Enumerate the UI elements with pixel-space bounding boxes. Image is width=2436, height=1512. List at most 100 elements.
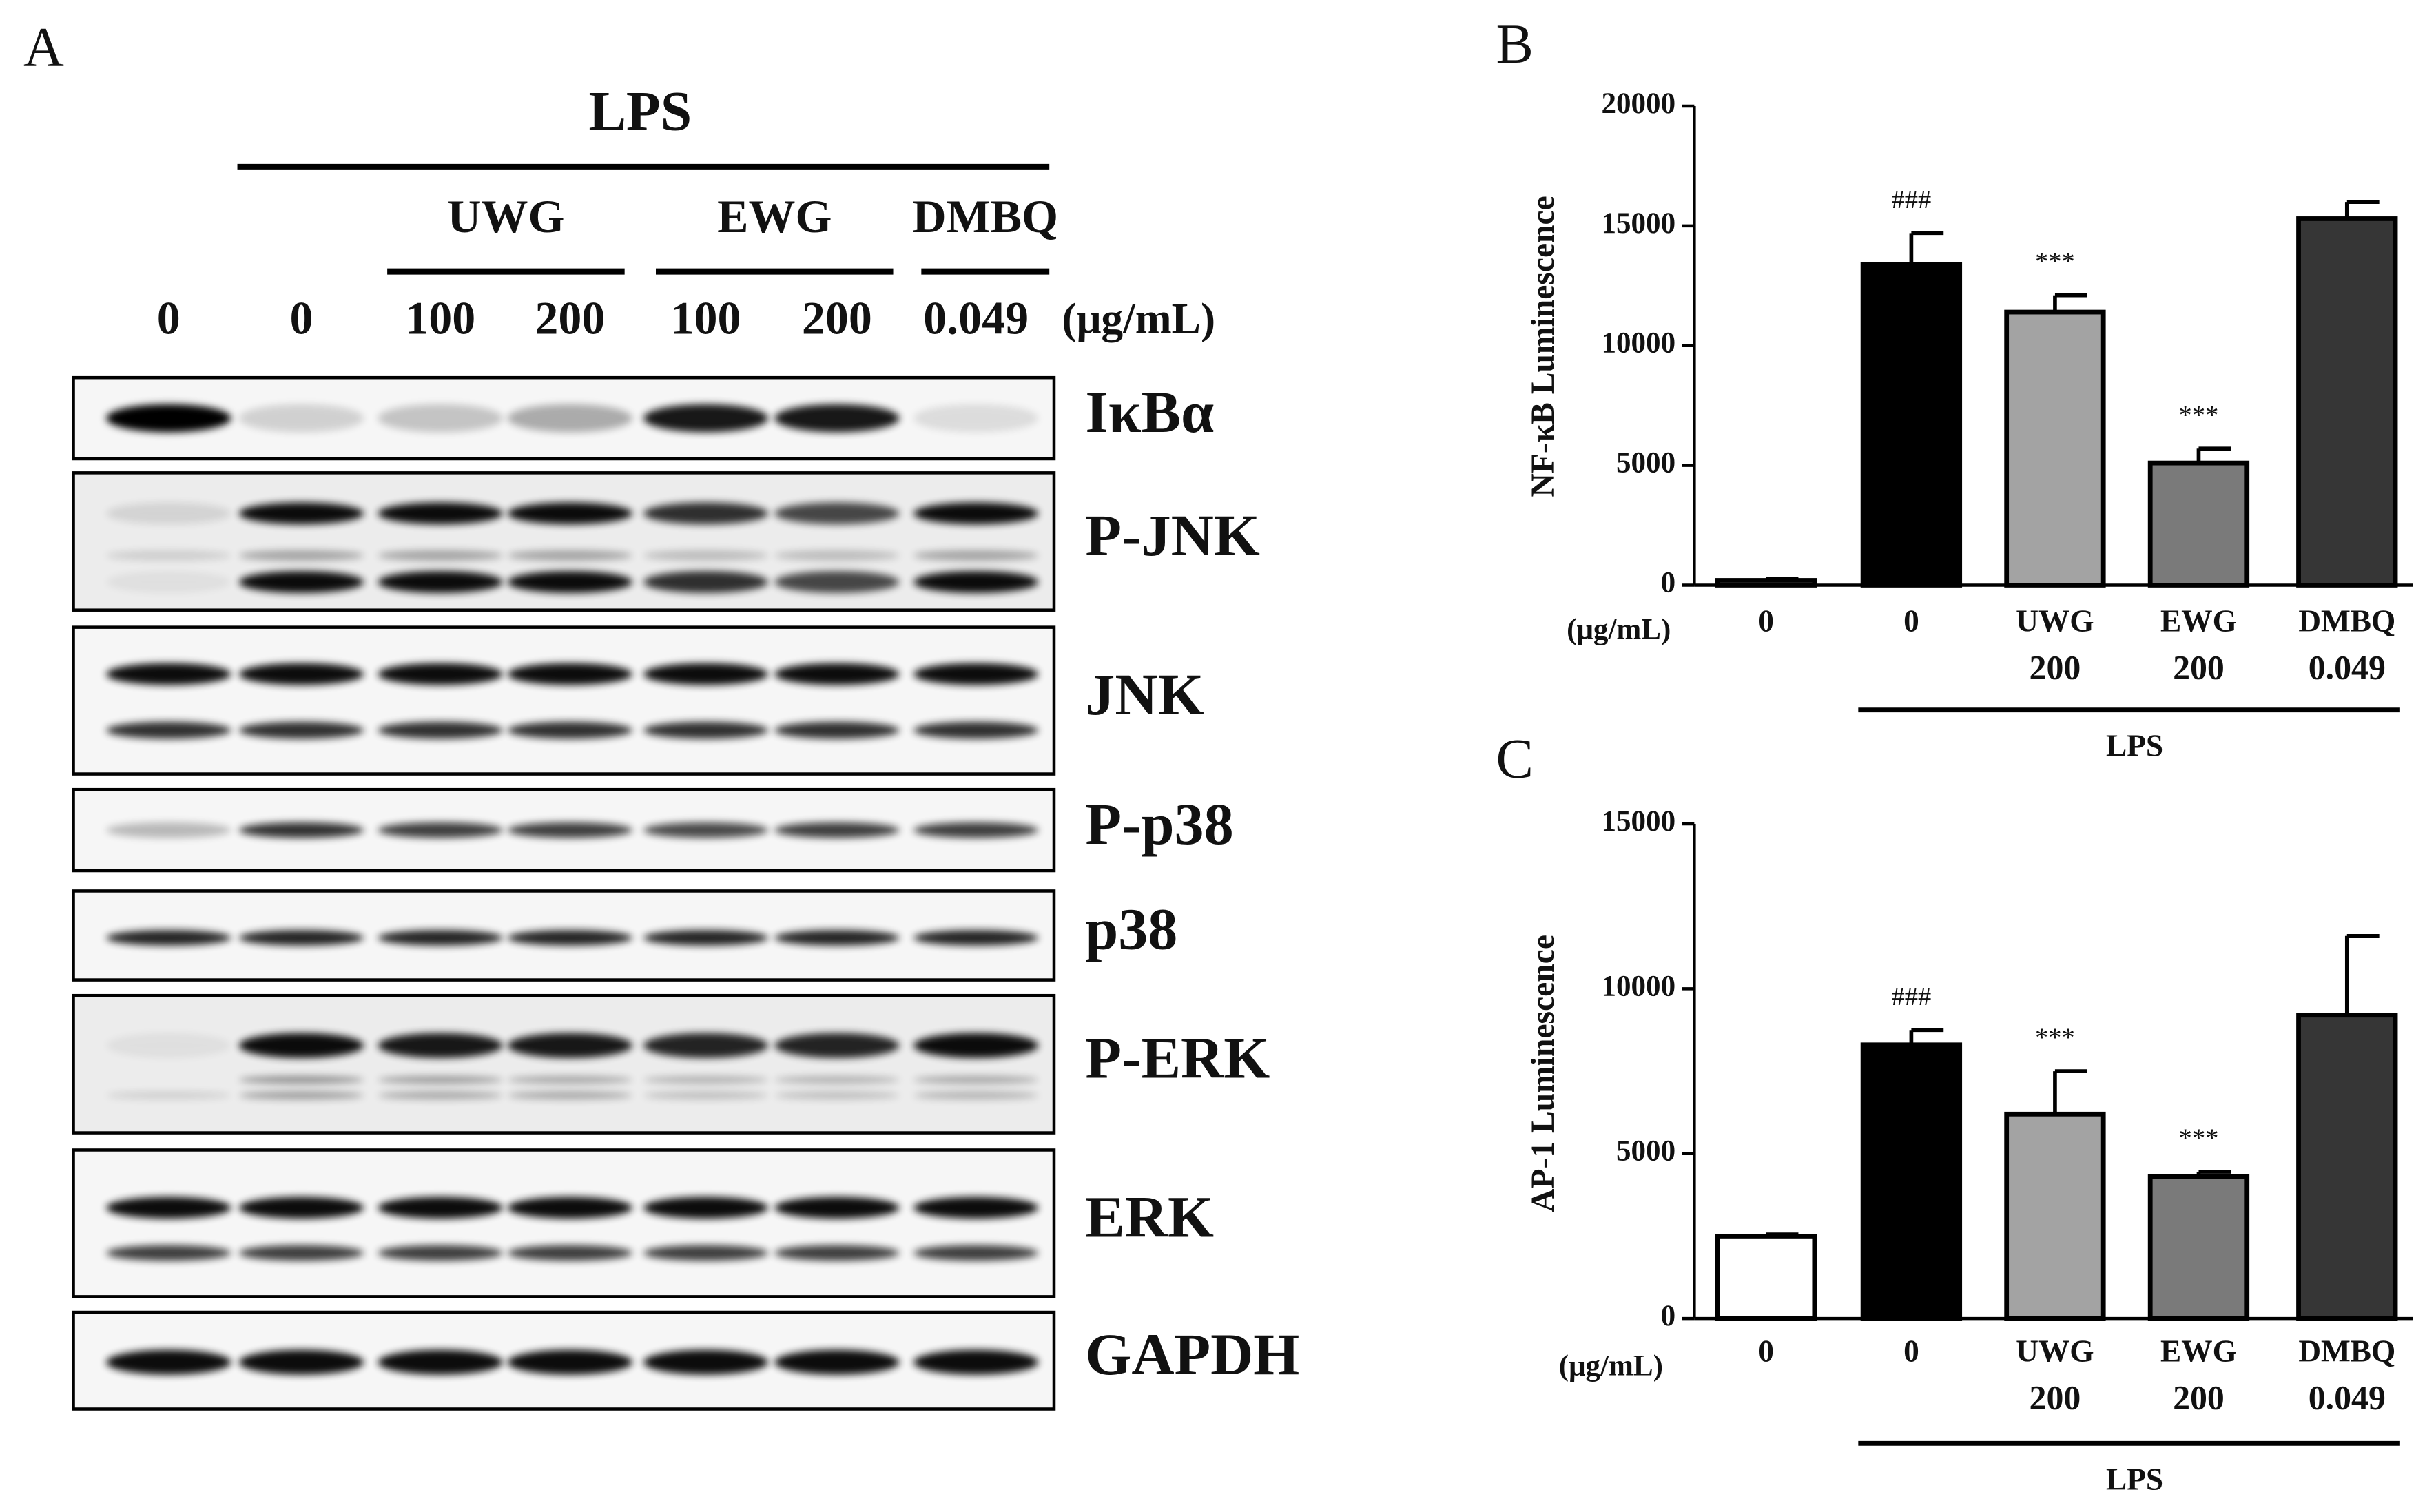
- blot-band: [106, 1245, 231, 1261]
- blot-band: [106, 1349, 231, 1375]
- blot-band: [507, 1091, 632, 1099]
- blot-band: [643, 1033, 769, 1058]
- blot-band: [507, 1197, 632, 1219]
- y-tick-label: 10000: [1601, 970, 1675, 1002]
- blot-band: [774, 1197, 900, 1219]
- blot-band: [774, 663, 900, 685]
- significance-label: ###: [1892, 982, 1932, 1011]
- x-tick-label: 0: [1758, 1334, 1774, 1369]
- blot-band: [914, 930, 1039, 946]
- y-tick-label: 0: [1661, 566, 1676, 599]
- bar: [2147, 1174, 2250, 1321]
- y-tick-label: 15000: [1601, 805, 1675, 838]
- blot-band: [914, 1033, 1039, 1058]
- protein-label: P-ERK: [1085, 1025, 1270, 1091]
- blot-band: [238, 930, 364, 946]
- blot-band: [238, 721, 364, 739]
- blot-band: [238, 1091, 364, 1099]
- blot-band: [914, 721, 1039, 739]
- dose-label: 0.049: [2309, 1379, 2386, 1417]
- blot-band: [507, 1033, 632, 1058]
- blot-band: [914, 550, 1039, 561]
- dose-label: 200: [2173, 1379, 2225, 1417]
- significance-label: ###: [1892, 185, 1932, 214]
- x-tick-label: EWG: [2160, 603, 2237, 638]
- blot-band: [914, 663, 1039, 685]
- x-tick-label: UWG: [2016, 1334, 2094, 1369]
- blot-band: [914, 822, 1039, 838]
- blot-band: [914, 571, 1039, 593]
- bar: [2004, 1111, 2106, 1321]
- blot-band: [774, 930, 900, 946]
- blot-background: [72, 625, 1056, 776]
- bar: [1715, 578, 1817, 588]
- blot-band: [507, 502, 632, 525]
- y-tick-label: 15000: [1601, 207, 1675, 240]
- blot-band: [507, 550, 632, 561]
- panel-label: A: [23, 16, 64, 79]
- blot-band: [238, 571, 364, 593]
- blot-band: [774, 1349, 900, 1375]
- blot-band: [238, 404, 364, 433]
- protein-label: ERK: [1085, 1184, 1214, 1250]
- significance-label: ***: [2035, 1024, 2075, 1053]
- dose-label: 200: [2030, 1379, 2081, 1417]
- blot-band: [643, 404, 769, 433]
- group-label: LPS: [2106, 729, 2163, 763]
- blot-band: [238, 1075, 364, 1084]
- blot-band: [378, 1349, 503, 1375]
- blot-band: [106, 663, 231, 685]
- blot-band: [378, 1091, 503, 1099]
- dose-label: 0: [157, 292, 180, 344]
- blot-band: [914, 1091, 1039, 1099]
- blot-background: [72, 993, 1056, 1135]
- blot-band: [643, 1245, 769, 1261]
- x-tick-label: EWG: [2160, 1334, 2237, 1369]
- blot-band: [238, 1033, 364, 1058]
- protein-label: P-JNK: [1085, 502, 1260, 568]
- blot-band: [914, 1349, 1039, 1375]
- significance-label: ***: [2179, 401, 2219, 430]
- blot-band: [238, 502, 364, 525]
- group-label: EWG: [717, 190, 832, 242]
- blot-band: [378, 502, 503, 525]
- blot-band: [643, 721, 769, 739]
- panel-label: B: [1496, 12, 1533, 75]
- blot-band: [774, 571, 900, 593]
- x-tick-label: 0: [1758, 603, 1774, 638]
- protein-label: JNK: [1085, 661, 1204, 727]
- blot-band: [378, 1245, 503, 1261]
- panel-label: C: [1496, 727, 1533, 790]
- y-tick-label: 0: [1661, 1300, 1676, 1332]
- blot-band: [378, 404, 503, 433]
- blot-band: [914, 1245, 1039, 1261]
- blot-band: [378, 721, 503, 739]
- group-label: DMBQ: [913, 190, 1059, 242]
- blot-band: [507, 1349, 632, 1375]
- blot-band: [774, 1091, 900, 1099]
- bar: [2296, 216, 2398, 588]
- blot-band: [914, 1075, 1039, 1084]
- bar: [1860, 262, 1963, 588]
- protein-label: P-p38: [1085, 791, 1233, 857]
- blot-band: [774, 550, 900, 561]
- blot-band: [106, 1033, 231, 1058]
- group-label: UWG: [447, 190, 564, 242]
- significance-label: ***: [2035, 247, 2075, 276]
- blot-band: [643, 663, 769, 685]
- y-axis-label: NF-κB Luminescence: [1525, 196, 1561, 497]
- y-tick-label: 10000: [1601, 327, 1675, 360]
- blot-band: [774, 1245, 900, 1261]
- blot-band: [106, 571, 231, 593]
- blot-band: [378, 822, 503, 838]
- y-tick-label: 5000: [1616, 1135, 1675, 1168]
- dose-label: 200: [2030, 648, 2081, 686]
- unit-label: (μg/mL): [1062, 293, 1215, 342]
- dose-label: 100: [671, 292, 741, 344]
- blot-band: [378, 930, 503, 946]
- blot-band: [378, 1075, 503, 1084]
- bar: [2296, 1013, 2398, 1321]
- blot-band: [238, 1245, 364, 1261]
- blot-band: [507, 1075, 632, 1084]
- blot-band: [914, 404, 1039, 433]
